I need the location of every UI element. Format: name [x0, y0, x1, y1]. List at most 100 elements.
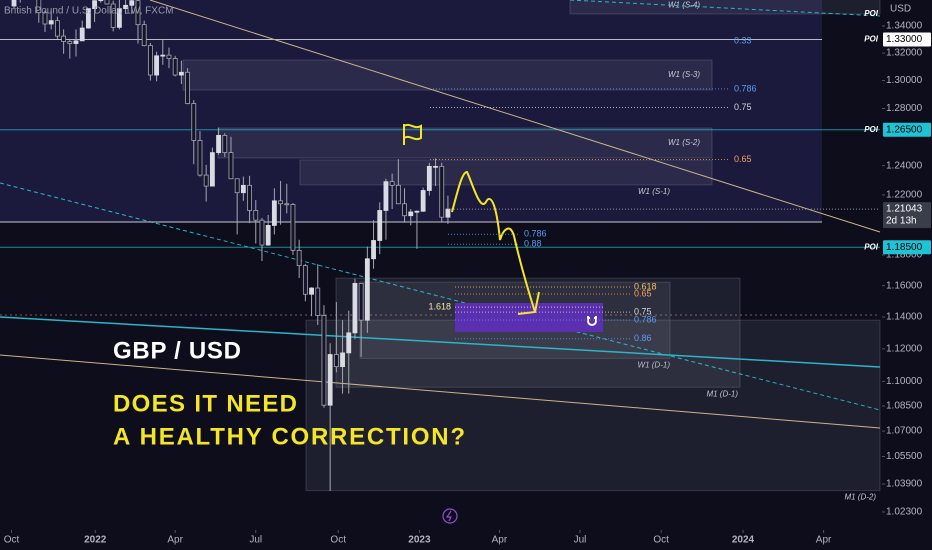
fib-levels: 0.330.7860.750.650.7860.880.6180.651.618… — [428, 35, 756, 343]
arrow-drawing — [451, 170, 540, 315]
price-box-label: 1.26500 — [886, 124, 923, 135]
y-tick-label: 1.22000 — [886, 190, 923, 201]
zone-label: W1 (S-3) — [668, 70, 700, 79]
fib-label: 0.33 — [734, 35, 752, 45]
zone-label: W1 (D-1) — [638, 360, 671, 369]
y-tick-label: 1.02300 — [886, 507, 923, 518]
fib-label: 0.86 — [634, 333, 652, 343]
candle-body — [433, 165, 438, 168]
candle-body — [36, 0, 42, 14]
candle-body — [253, 210, 259, 221]
candle-body — [371, 240, 376, 260]
drawings — [0, 0, 881, 524]
zone-label: W1 (S-4) — [668, 0, 700, 9]
candle-body — [290, 204, 296, 251]
price-box — [883, 240, 931, 255]
zone-label: M1 (D-2) — [844, 493, 876, 502]
x-tick-label: Oct — [4, 535, 20, 546]
candle-body — [340, 352, 345, 368]
candle-body — [129, 0, 135, 6]
candle-body — [54, 20, 60, 37]
candle-body — [284, 203, 290, 206]
zone-box — [305, 319, 881, 492]
y-tick-label: 1.05500 — [886, 451, 923, 462]
fib-label: 0.65 — [634, 288, 652, 298]
fib-label: 0.75 — [734, 102, 752, 112]
candle-body — [92, 0, 98, 10]
replay-icon — [442, 508, 458, 524]
fib-label: 0.65 — [734, 154, 752, 164]
candle-body — [445, 208, 451, 218]
y-tick-label: 1.03900 — [886, 479, 923, 490]
magnet-icon — [587, 316, 597, 326]
candle-body — [160, 54, 166, 57]
candle-body — [265, 225, 271, 246]
y-tick-label: 1.07000 — [886, 426, 923, 437]
candle-body — [408, 211, 414, 217]
zone-label: M1 (D-1) — [706, 389, 738, 398]
candle-body — [197, 140, 203, 176]
candle-body — [302, 265, 308, 295]
candle-body — [352, 282, 358, 334]
x-tick-label: Apr — [816, 535, 832, 546]
poi-tag: POI — [864, 35, 879, 44]
candle-body — [141, 24, 147, 46]
candle-body — [402, 203, 407, 217]
candle-body — [346, 332, 352, 354]
candle-body — [309, 287, 314, 295]
candle-body — [178, 71, 184, 76]
y-tick-label: 1.10000 — [886, 376, 923, 387]
candle-body — [364, 258, 370, 321]
candle-body — [327, 354, 333, 406]
axes: POI POI POI POI 1.34000 1.32000 1.30000 1.28000… — [4, 9, 931, 546]
candle-body — [333, 354, 339, 368]
x-tick-label: 2022 — [84, 535, 107, 546]
time-axis — [0, 530, 932, 550]
candles — [11, 0, 451, 491]
candle-body — [123, 4, 129, 10]
y-tick-label: 1.28000 — [886, 103, 923, 114]
candle-body — [383, 181, 389, 211]
y-tick-label: 1.08500 — [886, 401, 923, 412]
candle-body — [234, 178, 240, 194]
y-tick-label: 1.12000 — [886, 344, 923, 355]
y-tick-label: 1.32000 — [886, 48, 923, 59]
x-tick-label: 2023 — [408, 535, 431, 546]
candle-body — [420, 190, 426, 212]
candle-body — [439, 165, 445, 218]
zone-box — [569, 0, 881, 15]
price-box-label: 1.33000 — [886, 34, 923, 45]
x-tick-label: Apr — [492, 535, 508, 546]
poi-tag: POI — [864, 9, 879, 18]
price-box — [883, 32, 931, 47]
y-tick-label: 1.14000 — [886, 312, 923, 323]
zone-box — [217, 127, 713, 159]
current-price-box — [883, 202, 931, 229]
question-line: DOES IT NEED — [113, 390, 297, 417]
flag-drawing — [403, 123, 422, 145]
candle-body — [271, 200, 277, 226]
candle-body — [426, 165, 432, 191]
candle-body — [315, 287, 321, 316]
candle-body — [135, 0, 141, 26]
candle-body — [191, 103, 197, 141]
x-tick-label: Oct — [653, 535, 669, 546]
trend-line — [0, 182, 881, 411]
price-box — [883, 122, 931, 137]
zone-label: W1 (S-2) — [668, 138, 700, 147]
trend-line — [0, 316, 881, 368]
candle-body — [67, 41, 73, 44]
headline: GBP / USD — [113, 337, 241, 364]
trend-line — [149, 0, 881, 233]
candle-body — [321, 315, 327, 406]
x-tick-label: Oct — [330, 535, 346, 546]
poi-tag: POI — [864, 242, 879, 251]
zone-box — [182, 59, 713, 91]
price-axis — [882, 0, 932, 550]
candle-body — [389, 181, 395, 186]
poi-tag: POI — [864, 125, 879, 134]
range-region — [0, 0, 822, 222]
candle-body — [116, 8, 122, 28]
x-tick-label: Jul — [574, 535, 587, 546]
candle-body — [79, 27, 85, 42]
